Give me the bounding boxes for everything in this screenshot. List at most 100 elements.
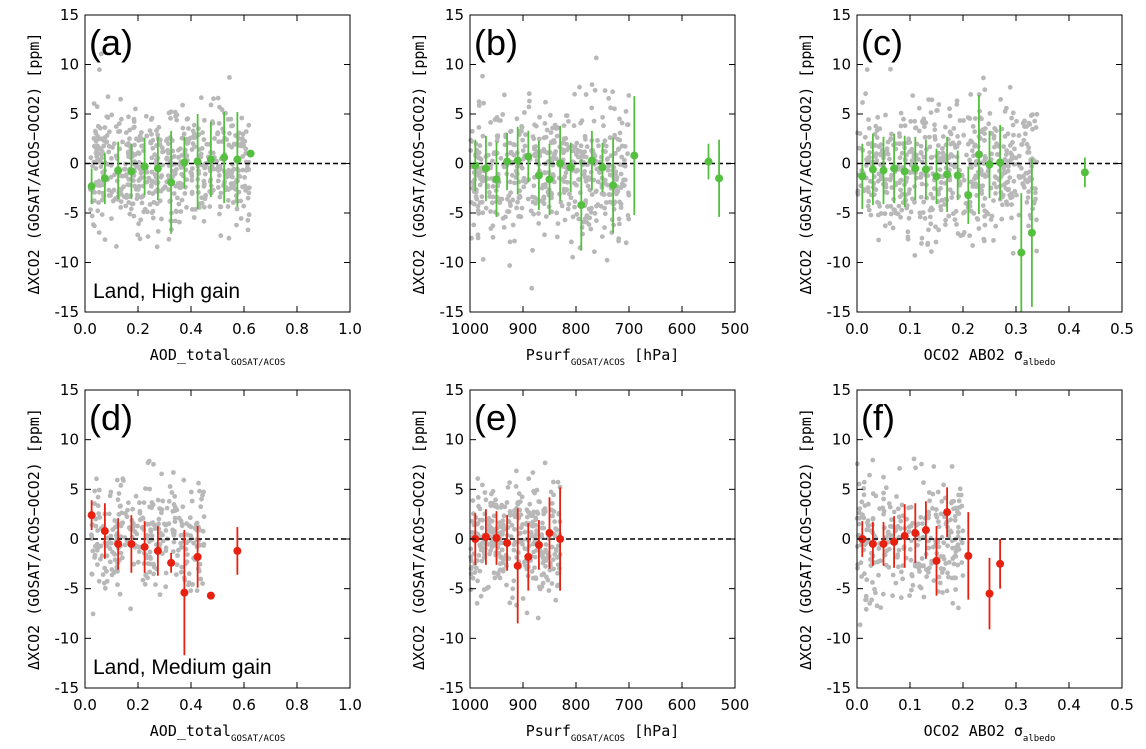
scatter-point	[474, 600, 480, 606]
scatter-point	[528, 208, 534, 214]
scatter-point	[112, 552, 118, 557]
scatter-point	[916, 128, 922, 134]
scatter-point	[188, 169, 194, 175]
scatter-point	[216, 173, 222, 178]
scatter-point	[104, 578, 110, 584]
scatter-point	[215, 131, 220, 137]
x-axis-label-subscript: GOSAT/ACOS	[231, 358, 285, 368]
scatter-point	[497, 561, 503, 567]
scatter-point	[946, 574, 951, 580]
x-tick-label: 0.6	[232, 320, 256, 338]
bin-mean-point	[503, 538, 512, 547]
bin-mean-point	[524, 152, 533, 161]
scatter-point	[166, 498, 172, 504]
scatter-point	[555, 555, 560, 560]
scatter-point	[136, 549, 142, 555]
bin-mean-point	[879, 539, 888, 548]
scatter-point	[1010, 250, 1016, 256]
scatter-point	[919, 235, 925, 241]
scatter-point	[943, 217, 948, 223]
scatter-point	[93, 523, 99, 529]
scatter-point	[941, 482, 946, 488]
scatter-point	[561, 136, 567, 142]
scatter-point	[478, 176, 483, 182]
scatter-point	[926, 515, 931, 521]
scatter-point	[596, 143, 601, 149]
scatter-point	[991, 198, 996, 204]
bin-mean-point	[246, 149, 255, 158]
scatter-point	[139, 194, 145, 200]
bin-mean-point	[167, 558, 176, 567]
scatter-point	[583, 92, 589, 97]
scatter-point	[1032, 199, 1037, 205]
scatter-point	[483, 497, 489, 503]
scatter-point	[874, 158, 880, 164]
scatter-point	[526, 509, 531, 515]
scatter-point	[158, 188, 164, 194]
scatter-point	[870, 457, 876, 463]
scatter-point	[592, 87, 598, 93]
scatter-point	[905, 236, 911, 242]
y-tick-label: 15	[832, 381, 851, 399]
scatter-point	[861, 515, 867, 521]
bin-mean-point	[503, 157, 512, 166]
scatter-point	[147, 554, 153, 560]
scatter-point	[218, 190, 224, 196]
scatter-point	[918, 514, 924, 520]
scatter-point	[102, 237, 108, 243]
scatter-point	[1021, 185, 1027, 190]
scatter-point	[866, 207, 872, 213]
scatter-point	[476, 99, 482, 105]
scatter-point	[929, 97, 935, 103]
scatter-point	[937, 167, 943, 173]
scatter-point	[475, 495, 481, 500]
scatter-point	[896, 514, 902, 520]
x-tick-label: 0.0	[845, 696, 869, 714]
scatter-point	[217, 163, 223, 169]
scatter-point	[131, 116, 137, 122]
bin-mean-point	[868, 539, 877, 548]
scatter-point	[575, 149, 581, 154]
scatter-point	[883, 184, 889, 190]
scatter-point	[121, 184, 126, 190]
scatter-point	[203, 192, 209, 198]
scatter-point	[932, 127, 938, 133]
scatter-point	[552, 139, 557, 145]
bin-mean-point	[900, 167, 909, 176]
scatter-point	[927, 498, 932, 504]
scatter-point	[1026, 189, 1031, 195]
scatter-point	[918, 150, 924, 155]
scatter-point	[945, 543, 950, 549]
scatter-point	[508, 128, 514, 134]
scatter-point	[1001, 182, 1007, 188]
scatter-point	[577, 84, 582, 90]
scatter-point	[1011, 132, 1016, 138]
scatter-point	[185, 532, 190, 538]
scatter-point	[862, 571, 867, 577]
scatter-points	[89, 458, 207, 617]
scatter-points	[854, 456, 966, 628]
panel-note: Land, High gain	[93, 280, 240, 303]
scatter-point	[217, 211, 222, 217]
scatter-point	[878, 152, 883, 158]
scatter-point	[489, 491, 494, 497]
scatter-point	[876, 546, 882, 551]
scatter-point	[998, 97, 1003, 102]
scatter-point	[872, 143, 878, 148]
scatter-point	[881, 511, 886, 517]
scatter-point	[507, 179, 513, 185]
bin-mean-point	[1017, 248, 1026, 257]
scatter-point	[896, 203, 902, 209]
scatter-point	[480, 210, 486, 216]
scatter-point	[172, 519, 178, 525]
panel-b: 1000 900 800 700 600 500 -15 -10 -5 0 5 10 15 PsurfGO…	[410, 6, 749, 368]
scatter-point	[157, 142, 163, 147]
scatter-point	[1032, 118, 1038, 124]
scatter-point	[135, 559, 141, 565]
scatter-point	[240, 167, 246, 173]
scatter-point	[531, 488, 536, 494]
scatter-point	[986, 121, 992, 127]
scatter-point	[174, 167, 179, 172]
y-axis-label: ΔXCO2 (GOSAT/ACOS−OCO2) [ppm]	[25, 408, 43, 670]
scatter-point	[1026, 223, 1031, 229]
